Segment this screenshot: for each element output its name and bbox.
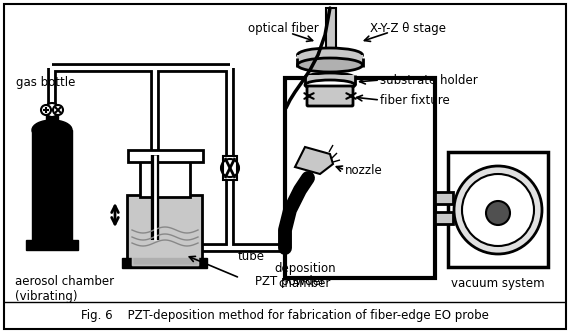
Ellipse shape <box>298 48 363 62</box>
Circle shape <box>45 103 59 117</box>
FancyBboxPatch shape <box>307 86 353 106</box>
Text: substrate holder: substrate holder <box>380 73 478 87</box>
Text: vacuum system: vacuum system <box>451 277 545 290</box>
Bar <box>140 155 190 197</box>
Text: aerosol chamber
(vibrating): aerosol chamber (vibrating) <box>15 275 114 303</box>
Bar <box>435 212 453 224</box>
Circle shape <box>454 166 542 254</box>
Circle shape <box>462 174 534 246</box>
Bar <box>122 258 207 268</box>
Bar <box>32 130 72 240</box>
Circle shape <box>41 105 51 115</box>
Text: nozzle: nozzle <box>345 163 382 177</box>
Bar <box>127 195 202 260</box>
Bar <box>46 112 58 132</box>
Text: deposition
chamber: deposition chamber <box>274 262 336 290</box>
Text: optical fiber: optical fiber <box>248 22 319 35</box>
Text: PZT powder: PZT powder <box>255 276 325 289</box>
Ellipse shape <box>298 58 363 72</box>
Bar <box>297 55 363 65</box>
Text: gas bottle: gas bottle <box>16 75 75 89</box>
Text: tube: tube <box>238 251 265 264</box>
Bar <box>326 8 336 56</box>
Bar <box>285 78 435 278</box>
Circle shape <box>486 201 510 225</box>
Ellipse shape <box>305 80 355 90</box>
Bar <box>448 152 548 267</box>
Polygon shape <box>295 147 333 174</box>
Ellipse shape <box>305 73 355 83</box>
Text: Fig. 6    PZT-deposition method for fabrication of fiber-edge EO probe: Fig. 6 PZT-deposition method for fabrica… <box>81 309 489 322</box>
Text: fiber fixture: fiber fixture <box>380 94 450 107</box>
Circle shape <box>53 105 63 115</box>
Bar <box>223 156 237 180</box>
Bar <box>128 150 203 162</box>
Text: X-Y-Z θ stage: X-Y-Z θ stage <box>370 22 446 35</box>
Bar <box>297 58 363 66</box>
Bar <box>305 75 355 85</box>
Bar <box>26 240 78 250</box>
Ellipse shape <box>32 120 72 140</box>
Bar <box>435 192 453 204</box>
